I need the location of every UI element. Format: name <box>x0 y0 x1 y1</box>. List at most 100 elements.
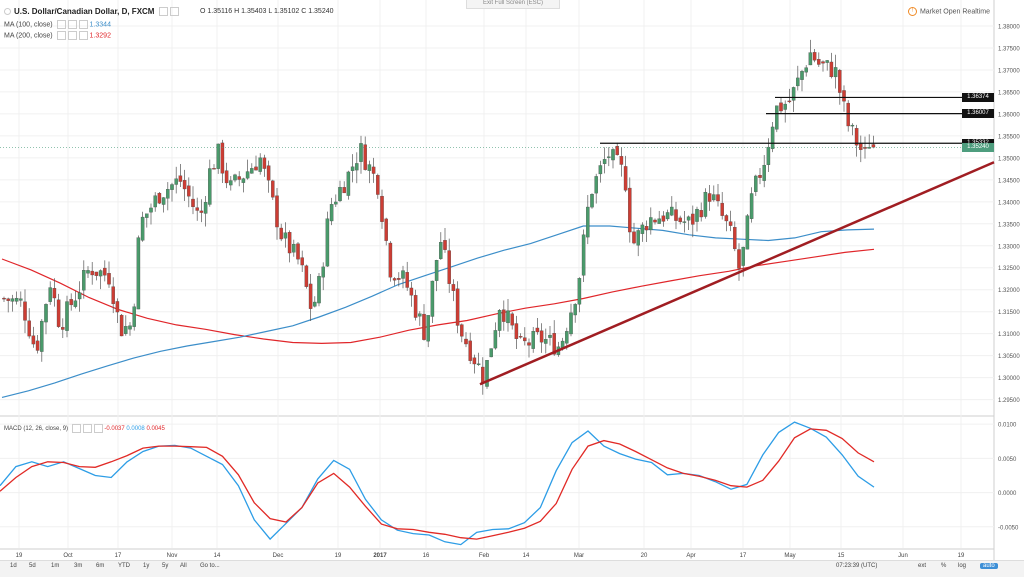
market-status: ! Market Open Realtime <box>907 7 990 16</box>
candle-body <box>149 207 153 213</box>
timeframe-button[interactable]: 3m <box>74 563 83 569</box>
candle-body <box>19 298 23 301</box>
candle-body <box>145 213 149 218</box>
candle-body <box>632 231 636 244</box>
macd-settings-icon[interactable] <box>82 424 92 433</box>
x-tick-label: 16 <box>423 553 430 559</box>
candle-body <box>825 60 829 63</box>
symbol-name: U.S. Dollar/Canadian Dollar, D, FXCM <box>14 7 155 16</box>
scale-button-percent[interactable]: % <box>941 563 947 569</box>
ma100-settings-icon[interactable] <box>67 20 77 29</box>
ma200-eye-icon[interactable] <box>56 31 66 40</box>
ma200-line <box>1 248 875 345</box>
candle-body <box>94 271 99 276</box>
trendline <box>479 161 995 386</box>
ma200-path <box>1 248 875 345</box>
candle-body <box>296 243 300 260</box>
candle-body <box>699 210 703 218</box>
candle-body <box>569 312 573 335</box>
candle-body <box>14 297 19 302</box>
timeframe-button[interactable]: 1d <box>10 563 17 569</box>
candle-body <box>716 194 720 202</box>
macd-close-icon[interactable] <box>93 424 103 433</box>
candle-body <box>485 360 489 387</box>
candle-body <box>103 267 107 276</box>
x-tick-label: 15 <box>838 553 845 559</box>
y-tick-label: 1.31000 <box>998 332 1020 338</box>
y-tick-label: 1.33500 <box>998 222 1020 228</box>
candle-body <box>283 232 288 239</box>
candle-body <box>590 194 594 208</box>
candle-body <box>523 337 527 342</box>
candle-body <box>749 193 754 219</box>
candle-body <box>136 237 141 310</box>
candle-body <box>98 270 103 277</box>
candle-body <box>56 299 61 327</box>
ma100-eye-icon[interactable] <box>56 20 66 29</box>
candle-body <box>833 67 838 78</box>
candle-body <box>821 61 825 64</box>
timeframe-button[interactable]: 5y <box>162 563 169 569</box>
axes: 1.38000 1.37500 1.37000 1.36500 1.36000 1.355… <box>16 24 1021 559</box>
scale-button-log[interactable]: log <box>958 563 967 569</box>
exit-fullscreen-button[interactable]: Exit Full Screen (ESC) <box>466 0 560 9</box>
x-tick-label: Oct <box>63 553 73 559</box>
candle-body <box>775 105 779 130</box>
timeframe-button[interactable]: 5d <box>29 563 36 569</box>
candle-body <box>737 249 741 269</box>
realtime-text: Realtime <box>962 8 990 16</box>
candle-body <box>695 208 699 222</box>
candle-body <box>791 87 796 101</box>
ma200-legend: MA (200, close) 1.3292 <box>4 31 111 40</box>
candle-body <box>397 278 401 280</box>
candle-body <box>254 166 258 171</box>
candle-body <box>313 301 317 307</box>
visibility-icon[interactable] <box>158 7 168 17</box>
candle-body <box>707 193 712 202</box>
timeframe-button[interactable]: YTD <box>118 563 130 569</box>
timeframe-button[interactable]: 1m <box>51 563 60 569</box>
settings-icon[interactable] <box>169 7 179 17</box>
candle-body <box>69 299 73 306</box>
ma100-close-icon[interactable] <box>78 20 88 29</box>
utc-clock: 07:23:39 (UTC) <box>836 563 878 569</box>
candle-body <box>502 309 506 322</box>
scale-button-auto[interactable]: auto <box>980 563 998 569</box>
candle-body <box>426 315 430 342</box>
candle-body <box>195 207 199 211</box>
candle-body <box>245 171 250 179</box>
symbol-title: U.S. Dollar/Canadian Dollar, D, FXCM <box>4 7 179 17</box>
candle-body <box>552 333 556 355</box>
candle-body <box>229 180 233 186</box>
candle-body <box>82 270 86 291</box>
candle-body <box>644 226 649 231</box>
ma200-settings-icon[interactable] <box>67 31 77 40</box>
candle-body <box>216 143 220 169</box>
scale-button-ext[interactable]: ext <box>918 563 927 569</box>
timeframe-button[interactable]: Go to... <box>200 563 220 569</box>
macd-hist-value: -0.0037 <box>104 426 125 433</box>
candle-body <box>850 124 855 127</box>
y-tick-label: 1.30000 <box>998 376 1020 382</box>
timeframe-button[interactable]: 6m <box>96 563 105 569</box>
candle-body <box>686 216 691 221</box>
ma100-label: MA (100, close) <box>4 21 53 29</box>
candle-body <box>720 202 724 216</box>
candle-body <box>514 323 519 339</box>
candle-body <box>434 259 439 281</box>
timeframe-button[interactable]: All <box>180 563 187 569</box>
timeframe-button[interactable]: 1y <box>143 563 150 569</box>
ma200-close-icon[interactable] <box>78 31 88 40</box>
candle-body <box>359 143 363 162</box>
x-tick-label: Feb <box>479 553 490 559</box>
candle-body <box>476 363 481 365</box>
candle-body <box>863 147 867 149</box>
candle-body <box>321 266 325 278</box>
candle-body <box>224 170 229 184</box>
macd-eye-icon[interactable] <box>71 424 81 433</box>
candle-body <box>758 175 762 178</box>
candle-body <box>31 335 36 345</box>
candle-body <box>619 156 624 165</box>
